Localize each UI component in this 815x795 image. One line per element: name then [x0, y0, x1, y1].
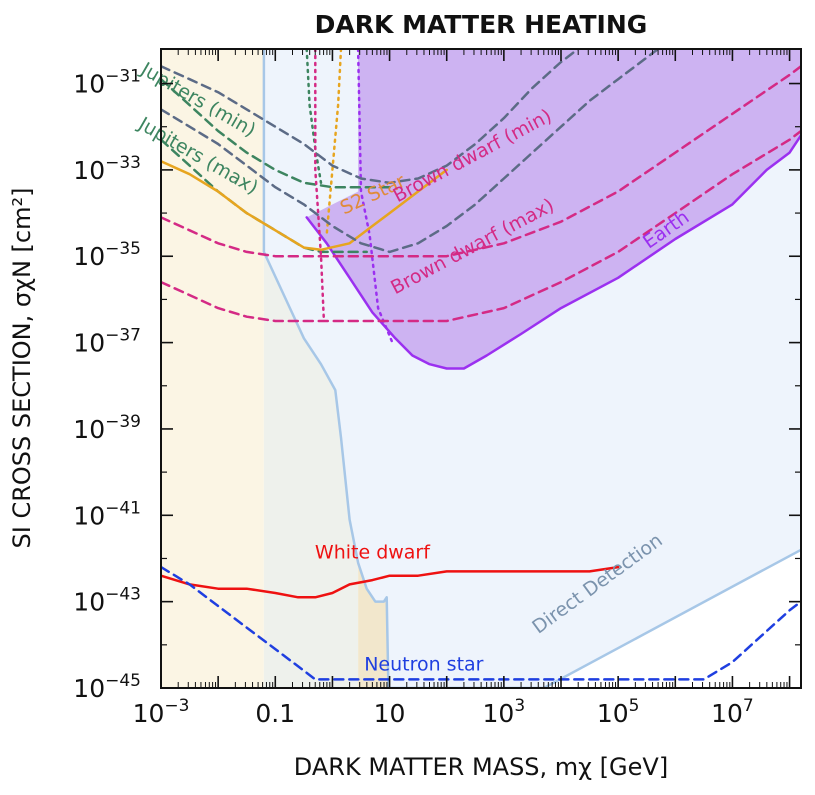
brown-dwarf-min-curve — [161, 65, 801, 258]
x-tick-label: 10 — [374, 699, 406, 728]
x-tick-label: 107 — [711, 696, 754, 728]
y-tick-label: 10−39 — [73, 412, 141, 444]
exclusion-fills — [263, 49, 801, 688]
earth-curve — [305, 134, 801, 370]
y-tick-label: 10−37 — [73, 326, 141, 358]
brown-dwarf-max-dark-dashed-curve — [161, 49, 660, 254]
x-axis-label: DARK MATTER MASS, mχ [GeV] — [294, 753, 668, 781]
x-tick-labels: 10−3 0.1 10 103 105 107 — [133, 696, 754, 728]
jupiters-max-curve — [161, 138, 368, 254]
y-tick-labels: 10−31 10−33 10−35 10−37 10−39 10−41 10−43 10−45 — [73, 67, 141, 703]
x-tick-label: 105 — [597, 696, 640, 728]
brown-dwarf-dotted-curve — [314, 49, 326, 323]
y-tick-label: 10−43 — [73, 585, 141, 617]
s2-star-curve — [161, 160, 448, 252]
y-axis-label: SI CROSS SECTION, σχN [cm²] — [8, 188, 36, 549]
jupiters-min-curve — [161, 77, 391, 189]
y-tick-label: 10−41 — [73, 498, 141, 530]
chart-title: DARK MATTER HEATING — [315, 10, 648, 39]
x-tick-label: 0.1 — [255, 699, 295, 728]
jupiters-min-dotted-curve — [305, 49, 323, 185]
direct-detection-curve — [262, 49, 801, 688]
label-white-dwarf: White dwarf — [315, 541, 431, 563]
y-tick-label: 10−31 — [73, 67, 141, 99]
y-tick-label: 10−33 — [73, 153, 141, 185]
label-neutron-star: Neutron star — [364, 654, 483, 676]
axis-ticks — [160, 49, 801, 689]
earth-dotted-edge-curve — [356, 49, 394, 344]
earth-fill — [306, 49, 801, 369]
brown-dwarf-min-dark-dashed-curve — [161, 49, 580, 185]
white-dwarf-curve — [161, 565, 620, 599]
y-tick-label: 10−35 — [73, 239, 141, 271]
x-tick-label: 103 — [483, 696, 526, 728]
y-tick-label: 10−45 — [73, 671, 141, 703]
s2-star-dotted-edge-curve — [325, 49, 343, 236]
x-tick-label: 10−3 — [133, 696, 190, 728]
brown-dwarf-max-curve — [161, 129, 801, 323]
